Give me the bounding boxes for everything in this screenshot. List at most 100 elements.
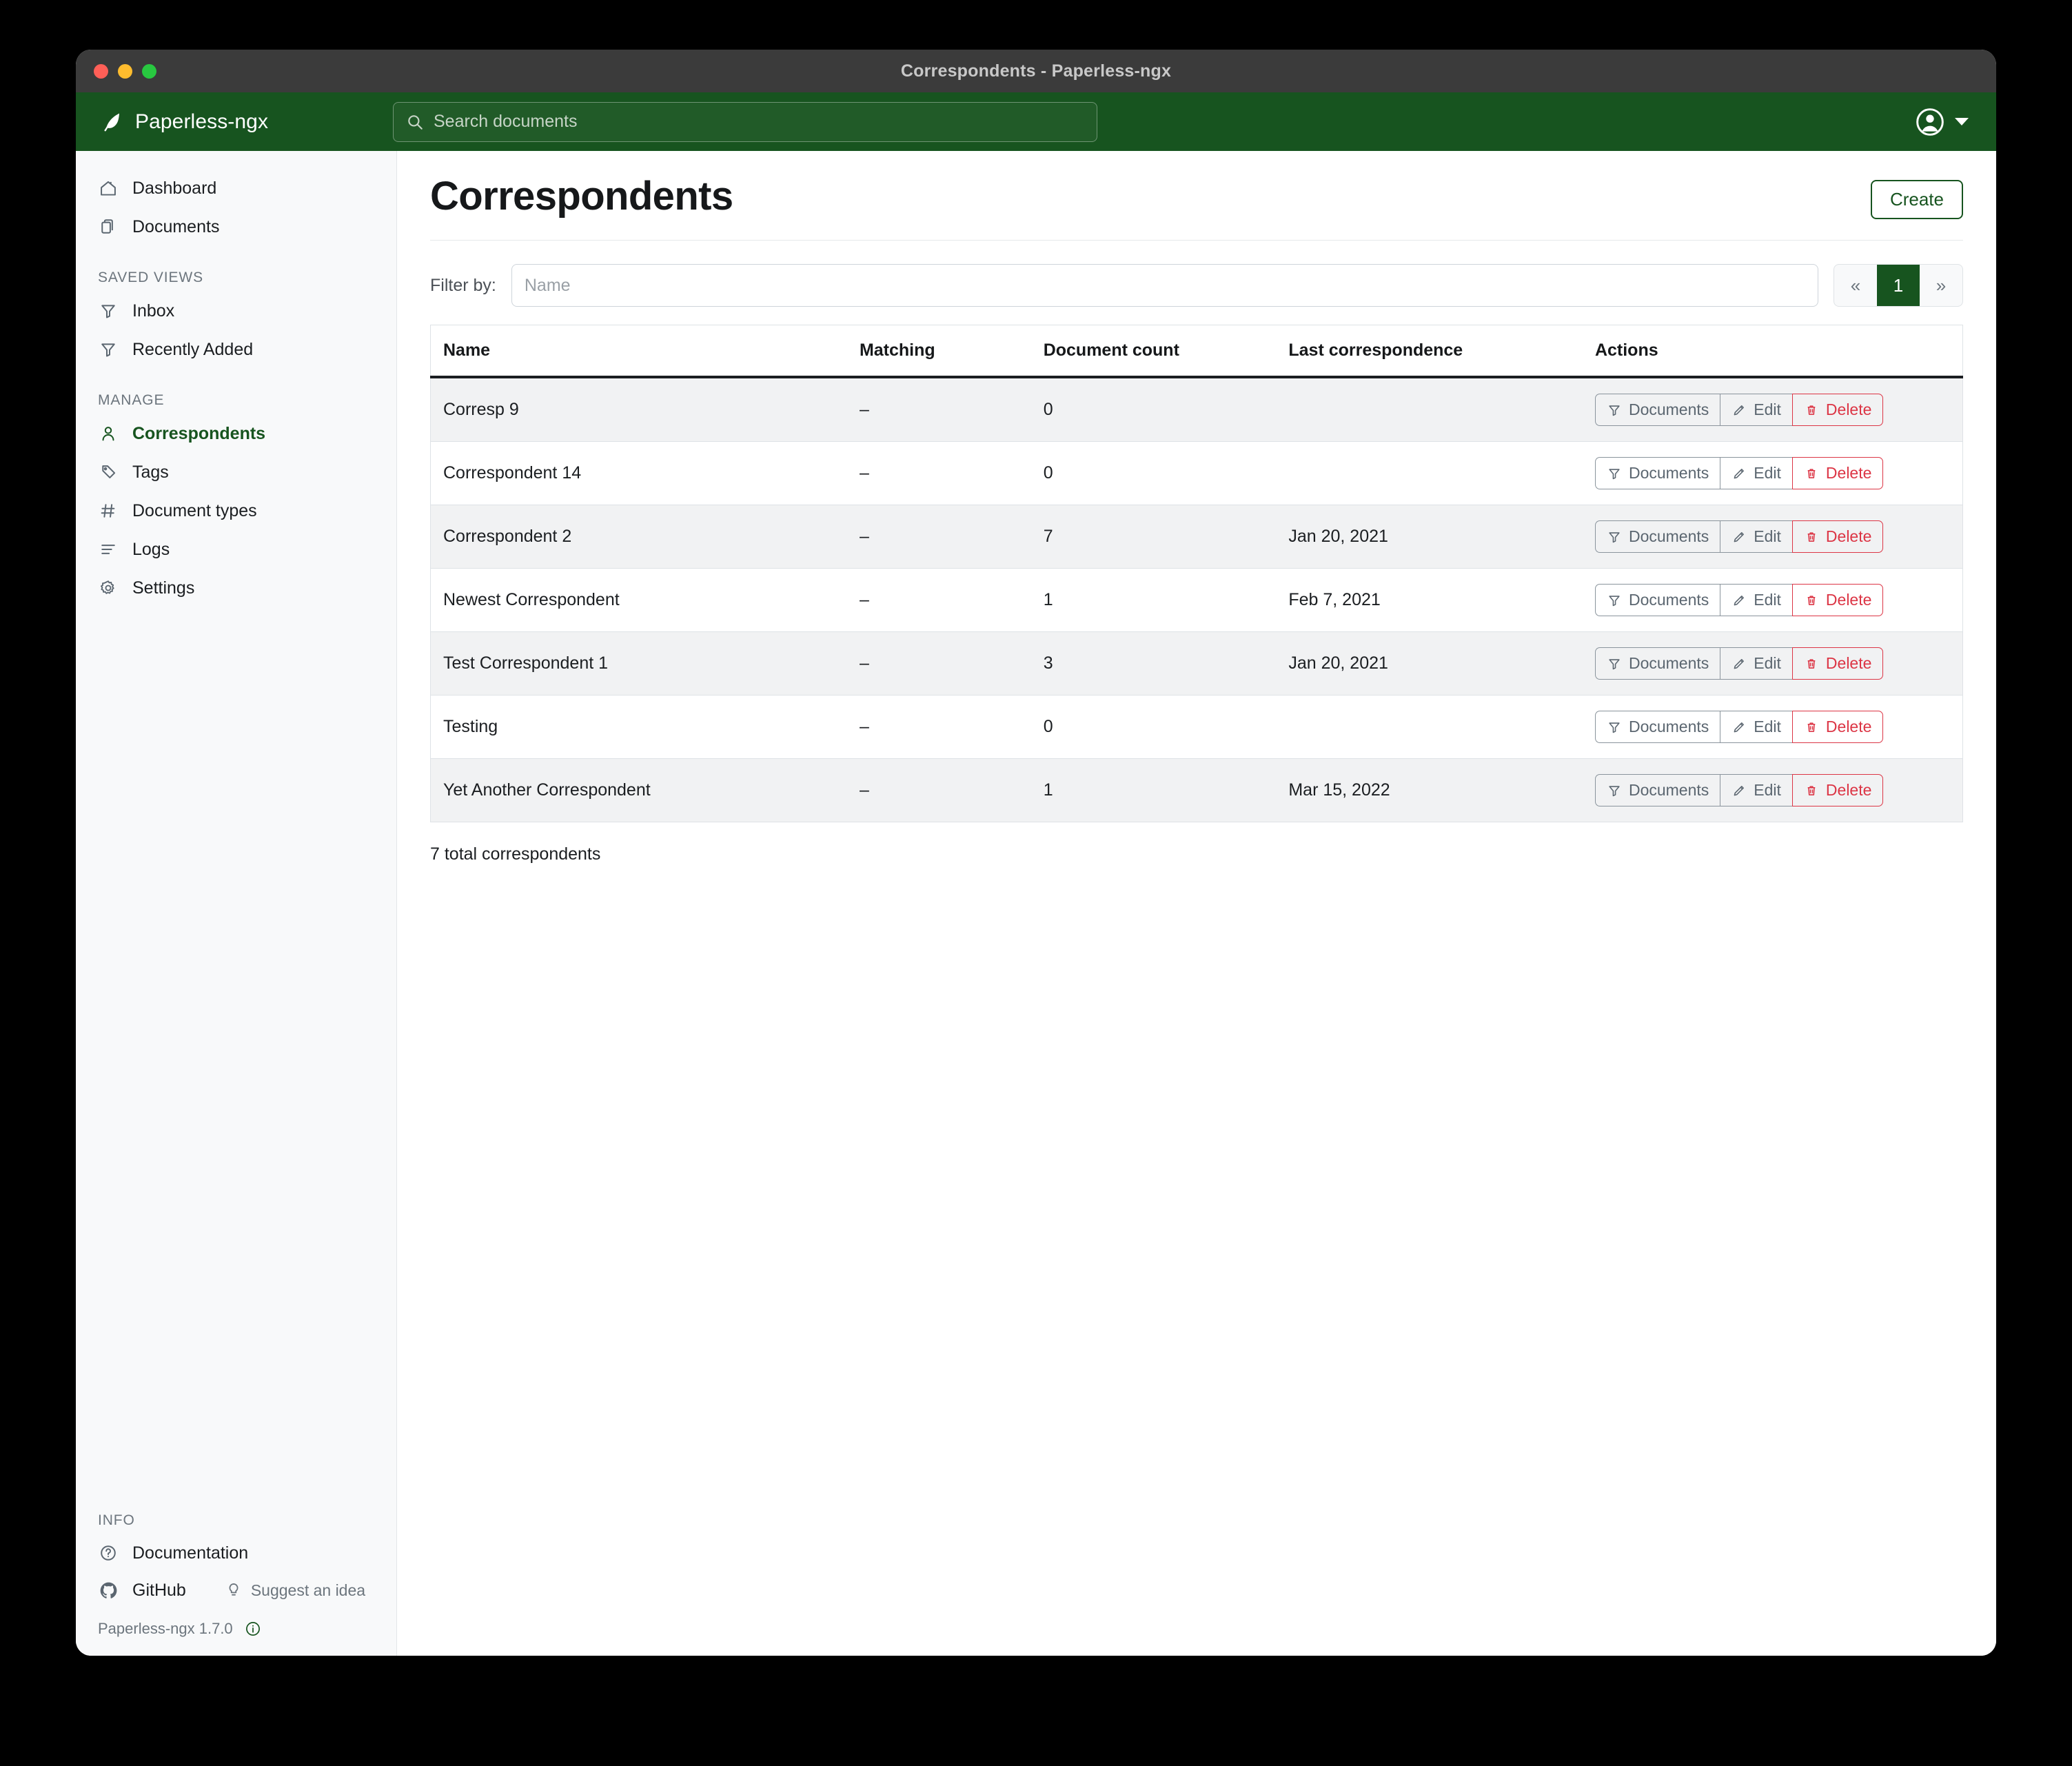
pagination-page-1-button[interactable]: 1 <box>1877 265 1920 306</box>
funnel-icon <box>1607 466 1622 481</box>
sidebar-heading-manage: MANAGE <box>98 392 165 408</box>
funnel-icon <box>98 339 119 360</box>
pencil-icon <box>1731 656 1747 671</box>
maximize-window-button[interactable] <box>142 63 156 79</box>
cell-document-count: 1 <box>1043 568 1289 632</box>
close-window-button[interactable] <box>94 63 108 79</box>
trash-icon <box>1804 720 1819 735</box>
documents-button-label: Documents <box>1628 527 1709 545</box>
chevron-down-icon <box>1955 118 1969 125</box>
documents-button[interactable]: Documents <box>1594 520 1720 553</box>
sidebar-item-inbox[interactable]: Inbox <box>76 292 396 330</box>
sidebar-item-settings[interactable]: Settings <box>76 569 396 607</box>
column-header-document-count[interactable]: Document count <box>1043 325 1289 378</box>
funnel-icon <box>1607 720 1622 735</box>
filter-name-input[interactable] <box>511 264 1818 307</box>
sidebar-item-label: Dashboard <box>132 178 217 198</box>
sidebar-item-tags[interactable]: Tags <box>76 453 396 491</box>
cell-name: Corresp 9 <box>429 377 860 442</box>
documents-button[interactable]: Documents <box>1594 457 1720 489</box>
table-row: Testing –0 Documents Edit Delete <box>429 695 1963 759</box>
app-body: Dashboard Documents SAVED VIEWS Inbox <box>76 151 1996 1656</box>
edit-button-label: Edit <box>1754 654 1781 672</box>
table-row: Yet Another Correspondent –1 Mar 15, 2022 D… <box>429 758 1963 822</box>
table-row: Correspondent 14–0 Documents Edit Delete <box>429 441 1963 505</box>
edit-button[interactable]: Edit <box>1720 457 1792 489</box>
top-app-bar: Paperless-ngx Search documents <box>76 92 1996 151</box>
delete-button-label: Delete <box>1825 654 1872 672</box>
gear-icon <box>98 578 119 598</box>
minimize-window-button[interactable] <box>118 63 132 79</box>
sidebar-item-label: Tags <box>132 462 169 482</box>
row-action-group: Documents Edit Delete <box>1594 394 1884 426</box>
cell-actions: Documents Edit Delete <box>1594 758 1963 822</box>
sidebar-item-label: Correspondents <box>132 423 266 443</box>
documents-button[interactable]: Documents <box>1594 774 1720 806</box>
column-header-last-correspondence[interactable]: Last correspondence <box>1288 325 1595 378</box>
sidebar-item-label[interactable]: GitHub <box>132 1580 186 1600</box>
sidebar-item-label: Inbox <box>132 301 175 321</box>
cell-last-correspondence <box>1288 441 1595 505</box>
sidebar-item-dashboard[interactable]: Dashboard <box>76 169 396 207</box>
edit-button[interactable]: Edit <box>1720 774 1792 806</box>
delete-button[interactable]: Delete <box>1791 520 1884 553</box>
documents-button[interactable]: Documents <box>1594 711 1720 743</box>
edit-button[interactable]: Edit <box>1720 647 1792 680</box>
trash-icon <box>1804 466 1819 481</box>
search-placeholder: Search documents <box>434 112 578 131</box>
documents-button[interactable]: Documents <box>1594 394 1720 426</box>
documents-button-label: Documents <box>1628 718 1709 735</box>
suggest-an-idea-link[interactable]: Suggest an idea <box>225 1581 365 1600</box>
cell-last-correspondence: Mar 15, 2022 <box>1288 758 1595 822</box>
pagination-next-button[interactable]: » <box>1920 265 1962 306</box>
documents-button-label: Documents <box>1628 591 1709 609</box>
cell-last-correspondence: Jan 20, 2021 <box>1288 631 1595 696</box>
edit-button-label: Edit <box>1754 400 1781 418</box>
sidebar-heading-saved-views: SAVED VIEWS <box>98 270 204 285</box>
sidebar-item-document-types[interactable]: Document types <box>76 491 396 530</box>
cell-actions: Documents Edit Delete <box>1594 377 1963 442</box>
delete-button[interactable]: Delete <box>1791 584 1884 616</box>
trash-icon <box>1804 593 1819 608</box>
sidebar-item-documents[interactable]: Documents <box>76 207 396 246</box>
sidebar-item-recently-added[interactable]: Recently Added <box>76 330 396 369</box>
sidebar-item-correspondents[interactable]: Correspondents <box>76 414 396 453</box>
delete-button[interactable]: Delete <box>1791 711 1884 743</box>
edit-button[interactable]: Edit <box>1720 584 1792 616</box>
correspondents-table: Name Matching Document count Last corres… <box>429 325 1963 822</box>
row-action-group: Documents Edit Delete <box>1594 457 1884 489</box>
funnel-icon <box>1607 593 1622 608</box>
documents-button-label: Documents <box>1628 654 1709 672</box>
pagination-prev-button[interactable]: « <box>1834 265 1877 306</box>
cell-matching: – <box>859 441 1044 505</box>
filter-bar: Filter by: « 1 » <box>430 241 1963 325</box>
delete-button[interactable]: Delete <box>1791 774 1884 806</box>
cell-actions: Documents Edit Delete <box>1594 441 1963 505</box>
delete-button-label: Delete <box>1825 718 1872 735</box>
delete-button[interactable]: Delete <box>1791 647 1884 680</box>
edit-button[interactable]: Edit <box>1720 394 1792 426</box>
cell-name: Correspondent 2 <box>429 505 860 569</box>
user-menu[interactable] <box>1915 107 1969 137</box>
search-input[interactable]: Search documents <box>393 101 1097 142</box>
brand[interactable]: Paperless-ngx <box>99 110 393 134</box>
delete-button[interactable]: Delete <box>1791 457 1884 489</box>
documents-button[interactable]: Documents <box>1594 647 1720 680</box>
row-action-group: Documents Edit Delete <box>1594 774 1884 806</box>
create-button[interactable]: Create <box>1870 180 1963 219</box>
cell-actions: Documents Edit Delete <box>1594 568 1963 632</box>
window-controls[interactable] <box>94 50 156 92</box>
documents-button[interactable]: Documents <box>1594 584 1720 616</box>
info-circle-icon[interactable] <box>244 1620 262 1638</box>
delete-button[interactable]: Delete <box>1791 394 1884 426</box>
trash-icon <box>1804 656 1819 671</box>
sidebar-item-logs[interactable]: Logs <box>76 530 396 569</box>
column-header-matching[interactable]: Matching <box>859 325 1044 378</box>
cell-matching: – <box>859 568 1044 632</box>
sidebar-item-documentation[interactable]: Documentation <box>76 1534 396 1572</box>
version-label: Paperless-ngx 1.7.0 <box>98 1620 233 1637</box>
column-header-name[interactable]: Name <box>429 325 860 378</box>
edit-button[interactable]: Edit <box>1720 520 1792 553</box>
edit-button[interactable]: Edit <box>1720 711 1792 743</box>
table-header: Name Matching Document count Last corres… <box>429 325 1963 378</box>
